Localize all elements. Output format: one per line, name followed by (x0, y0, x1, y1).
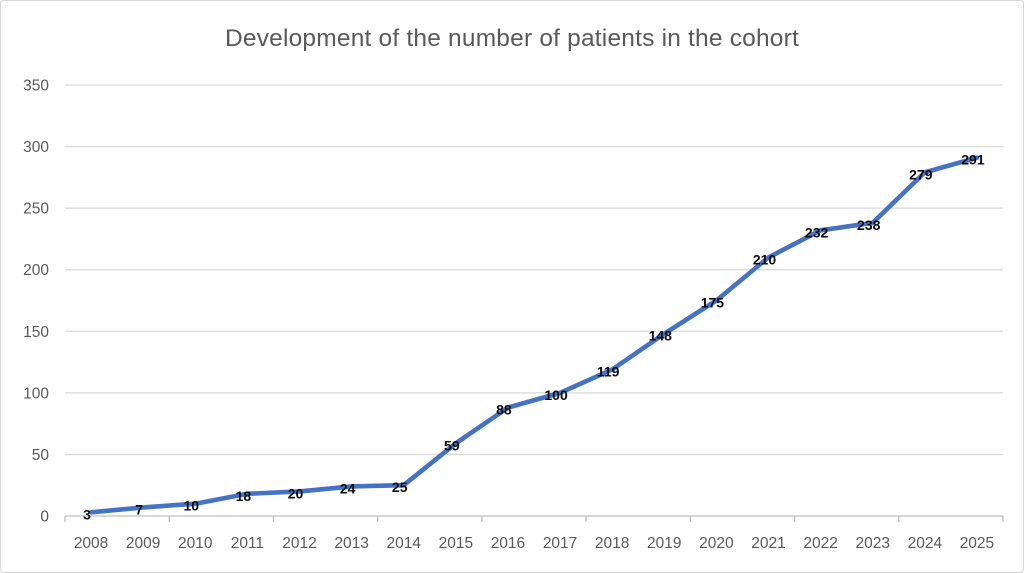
x-axis-label: 2021 (751, 535, 785, 552)
x-axis-label: 2019 (647, 535, 681, 552)
data-point-label: 100 (544, 387, 568, 403)
data-point-label: 25 (392, 479, 408, 495)
data-point-label: 291 (961, 152, 985, 168)
data-point-label: 175 (701, 295, 725, 311)
data-point-label: 279 (909, 166, 933, 182)
data-point-label: 24 (340, 480, 356, 496)
y-axis-label: 100 (23, 385, 49, 402)
data-point-label: 7 (135, 501, 143, 517)
x-axis-label: 2023 (855, 535, 889, 552)
y-axis-label: 0 (40, 509, 49, 526)
data-point-label: 10 (183, 498, 199, 514)
x-axis-label: 2008 (74, 535, 108, 552)
x-axis-label: 2015 (439, 535, 473, 552)
y-axis-label: 50 (32, 447, 50, 464)
x-axis-label: 2016 (491, 535, 525, 552)
data-point-label: 88 (496, 402, 512, 418)
data-point-label: 3 (83, 506, 91, 522)
x-axis-label: 2011 (231, 535, 264, 552)
data-point-label: 59 (444, 437, 460, 453)
data-point-label: 148 (649, 328, 673, 344)
y-axis-label: 350 (23, 78, 49, 95)
x-axis-label: 2014 (386, 535, 421, 552)
x-axis-label: 2009 (126, 535, 160, 552)
x-axis-label: 2010 (178, 535, 213, 552)
data-point-label: 20 (288, 485, 304, 501)
data-point-label: 232 (805, 224, 829, 240)
x-axis-label: 2018 (595, 535, 629, 552)
x-axis-label: 2022 (803, 535, 837, 552)
x-axis-label: 2013 (334, 535, 368, 552)
series-line (88, 155, 980, 515)
data-point-label: 18 (236, 488, 252, 504)
y-axis-label: 250 (23, 201, 49, 218)
data-point-label: 238 (857, 217, 881, 233)
data-point-label: 210 (753, 251, 777, 267)
x-axis-label: 2012 (282, 535, 316, 552)
x-axis-label: 2025 (960, 535, 994, 552)
x-axis-label: 2017 (543, 535, 577, 552)
x-axis-label: 2020 (699, 535, 734, 552)
y-axis-label: 150 (23, 324, 49, 341)
y-axis-label: 300 (23, 139, 49, 156)
y-axis-label: 200 (23, 262, 49, 279)
x-axis-label: 2024 (908, 535, 943, 552)
data-point-label: 119 (597, 363, 620, 379)
